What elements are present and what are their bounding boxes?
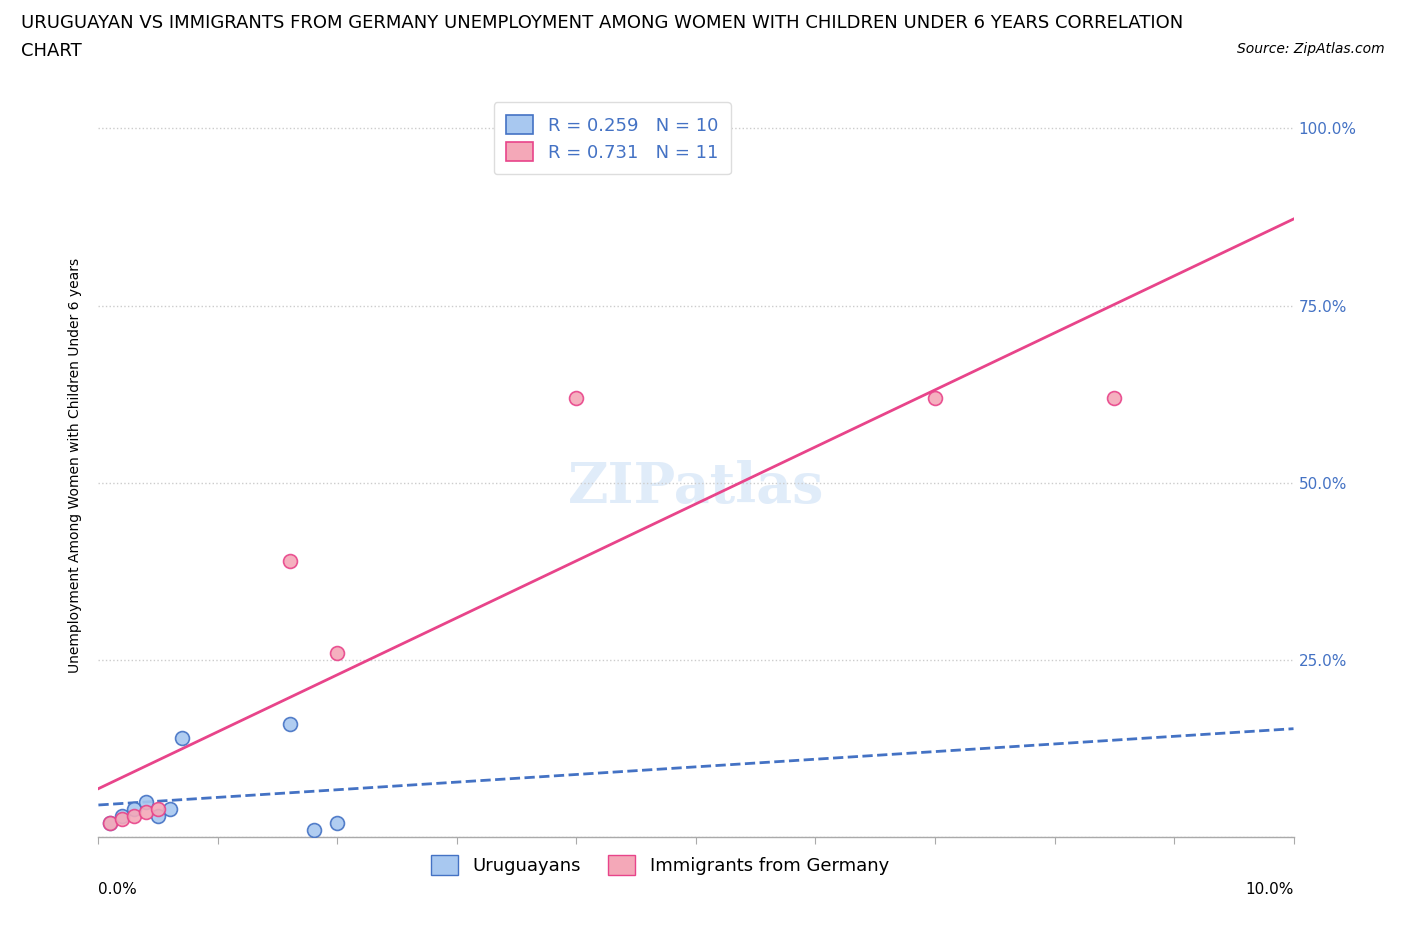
Point [278,716,301,731]
Text: Source: ZipAtlas.com: Source: ZipAtlas.com [1237,42,1385,56]
Text: 0.0%: 0.0% [98,882,138,897]
Point [111,808,134,823]
Point [124,802,146,817]
Legend: Uruguayans, Immigrants from Germany: Uruguayans, Immigrants from Germany [419,843,901,887]
Point [565,391,588,405]
Point [148,802,170,817]
Text: ZIPatlas: ZIPatlas [568,459,824,515]
Text: CHART: CHART [21,42,82,60]
Text: URUGUAYAN VS IMMIGRANTS FROM GERMANY UNEMPLOYMENT AMONG WOMEN WITH CHILDREN UNDE: URUGUAYAN VS IMMIGRANTS FROM GERMANY UNE… [21,14,1184,32]
Point [172,730,194,745]
Y-axis label: Unemployment Among Women with Children Under 6 years: Unemployment Among Women with Children U… [69,258,83,672]
Point [924,391,946,405]
Point [278,553,301,568]
Point [302,822,325,837]
Point [326,816,349,830]
Point [135,794,157,809]
Point [148,808,170,823]
Point [326,645,349,660]
Point [159,802,181,817]
Point [98,816,122,830]
Point [98,816,122,830]
Point [111,812,134,827]
Point [135,804,157,819]
Point [124,808,146,823]
Text: 10.0%: 10.0% [1246,882,1294,897]
Point [1104,391,1126,405]
